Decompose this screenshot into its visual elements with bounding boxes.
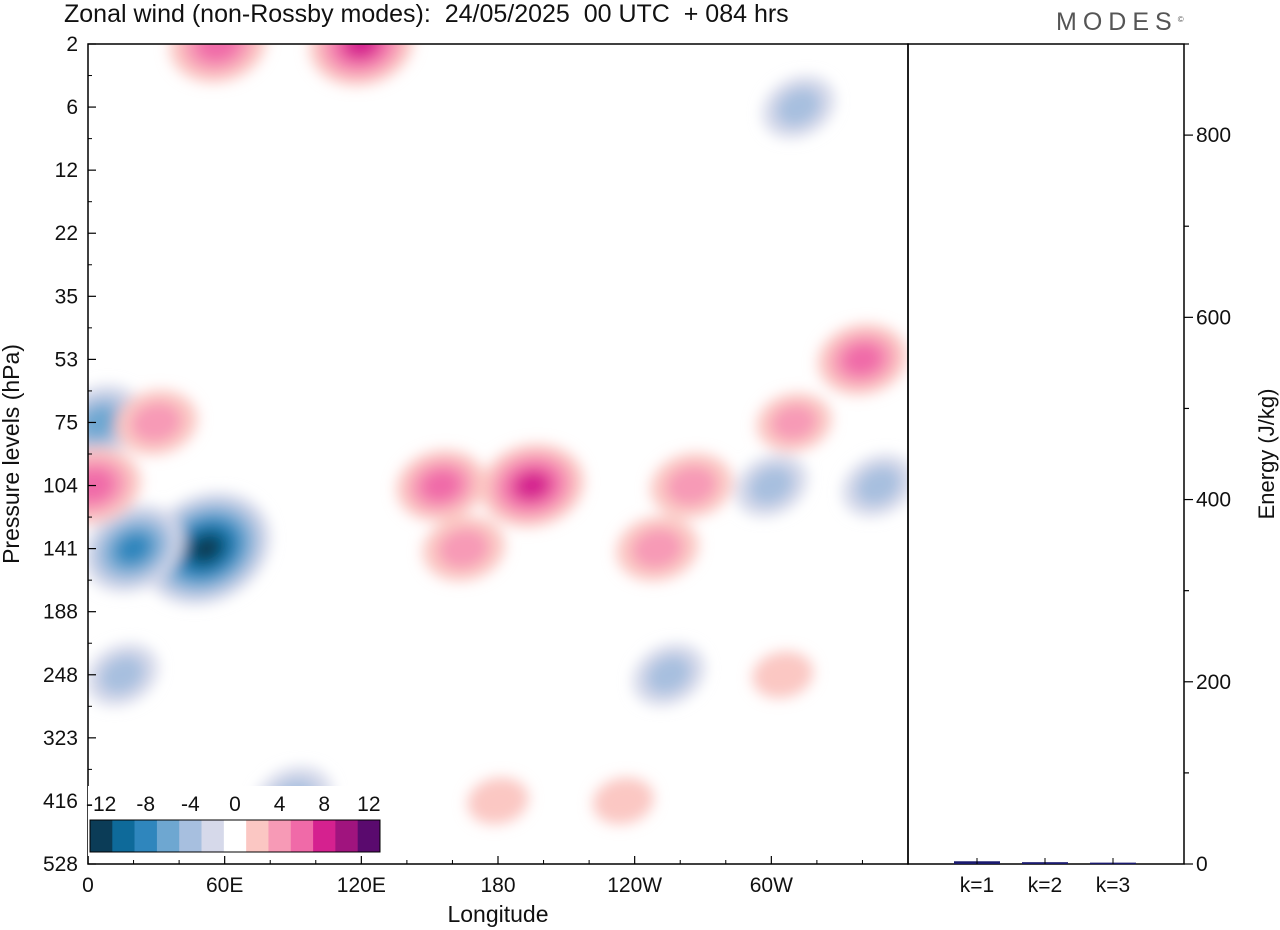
energy-axis-label: Energy (J/kg) [1254, 389, 1279, 520]
field-feature [115, 389, 198, 455]
energy-y-tick-label: 800 [1196, 124, 1231, 147]
y-tick-label: 75 [55, 411, 78, 434]
colorbar-swatch [90, 820, 113, 852]
energy-frame [907, 43, 1185, 865]
field-feature [735, 454, 808, 517]
modes-logo: MODES© [1056, 8, 1184, 36]
colorbar-label: -8 [136, 793, 155, 816]
y-tick-label: 53 [55, 348, 78, 371]
y-tick-label: 6 [66, 96, 78, 119]
x-tick-label: 60W [750, 874, 793, 897]
colorbar-label: -12 [86, 793, 116, 816]
y-tick-label: 188 [43, 601, 78, 624]
colorbar-label: 12 [357, 793, 380, 816]
energy-category-label: k=2 [1028, 874, 1062, 897]
field-feature [817, 323, 908, 395]
y-axis-label: Pressure levels (hPa) [0, 344, 24, 564]
field-feature [632, 643, 706, 706]
heatmap-frame [87, 43, 909, 865]
y-tick-label: 104 [43, 475, 78, 498]
field-feature [592, 777, 654, 825]
field-feature [756, 393, 832, 452]
energy-axes: k=1 k=2 k=3 0 200 400 600 800 Energy (J/kg) [960, 43, 1279, 897]
y-tick-label: 528 [43, 853, 78, 876]
x-tick-label: 60E [206, 874, 243, 897]
logo-text: MODES [1056, 8, 1178, 36]
field-feature [396, 450, 486, 522]
colorbar-swatch [313, 820, 336, 852]
x-tick-label: 120E [337, 874, 386, 897]
colorbar-swatch [357, 820, 381, 852]
colorbar-swatch [246, 820, 269, 852]
field-feature [309, 44, 414, 86]
heatmap-field [88, 44, 908, 836]
field-feature [88, 643, 159, 706]
field-feature [842, 454, 908, 517]
x-axis-label: Longitude [447, 901, 548, 927]
colorbar-swatch [156, 820, 180, 852]
y-tick-label: 248 [43, 664, 78, 687]
y-tick-label: 12 [55, 159, 78, 182]
field-feature [88, 504, 184, 593]
field-feature [762, 75, 835, 139]
field-feature [169, 44, 267, 83]
field-feature [650, 453, 733, 519]
colorbar-label: 0 [229, 793, 241, 816]
y-tick-label: 35 [55, 285, 78, 308]
energy-y-tick-label: 200 [1196, 671, 1231, 694]
energy-y-tick-label: 600 [1196, 306, 1231, 329]
energy-category-label: k=1 [960, 874, 994, 897]
field-feature [752, 651, 814, 699]
colorbar-label: -4 [181, 793, 200, 816]
colorbar-swatch [223, 820, 247, 852]
y-tick-label: 416 [43, 790, 78, 813]
energy-y-tick-label: 400 [1196, 489, 1231, 512]
colorbar-border [89, 819, 381, 853]
colorbar-label: 4 [274, 793, 286, 816]
colorbar-swatch [201, 820, 225, 852]
colorbar-swatch [290, 820, 314, 852]
field-feature [616, 516, 699, 582]
x-tick-label: 120W [607, 874, 662, 897]
chart-title: Zonal wind (non-Rossby modes): 24/05/202… [64, 0, 789, 28]
field-feature [467, 777, 529, 825]
colorbar-swatch [335, 820, 358, 852]
colorbar-swatch [134, 820, 158, 852]
energy-category-label: k=3 [1096, 874, 1130, 897]
colorbar-swatch [268, 820, 292, 852]
y-tick-label: 2 [66, 33, 78, 56]
y-tick-label: 141 [43, 538, 78, 561]
field-feature [422, 516, 506, 582]
x-tick-label: 0 [82, 874, 94, 897]
field-feature [480, 443, 585, 528]
colorbar-label: 8 [318, 793, 330, 816]
colorbar-swatch [179, 820, 202, 852]
y-tick-label: 323 [43, 727, 78, 750]
energy-y-tick-label: 0 [1196, 853, 1208, 876]
colorbar-swatch [112, 820, 135, 852]
colorbar: -12 -8 -4 0 4 8 12 [86, 786, 382, 856]
x-tick-label: 180 [480, 874, 515, 897]
y-tick-label: 22 [55, 222, 78, 245]
